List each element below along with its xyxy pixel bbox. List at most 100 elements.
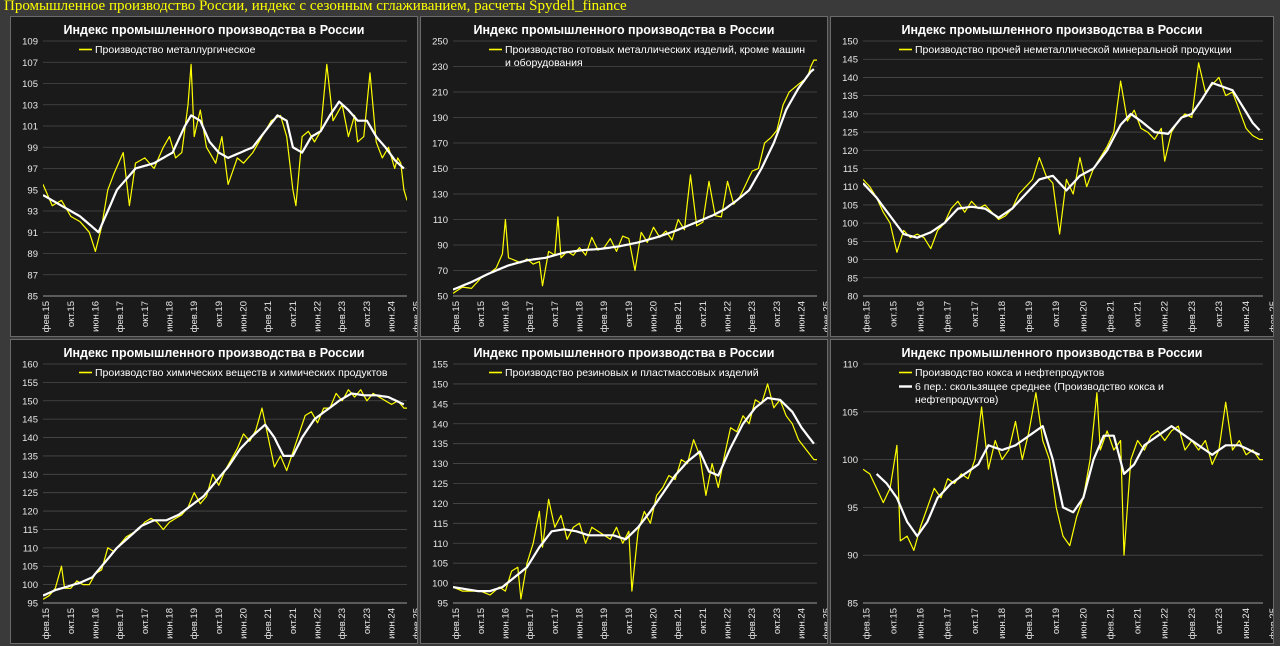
y-tick-label: 85	[847, 599, 858, 610]
x-tick-label: окт.21	[698, 301, 709, 327]
x-tick-label: июн.22	[723, 608, 734, 639]
chart-title: Индекс промышленного производства в Росс…	[902, 23, 1203, 37]
y-tick-label: 110	[433, 539, 448, 550]
y-tick-label: 95	[27, 185, 38, 196]
x-tick-label: фев.17	[943, 608, 954, 639]
y-tick-label: 70	[437, 266, 448, 277]
y-tick-label: 125	[22, 488, 38, 499]
x-tick-label: июн.18	[997, 301, 1008, 332]
x-tick-label: июн.24	[1241, 608, 1252, 639]
series-line-raw	[43, 63, 407, 252]
x-tick-label: фев.15	[41, 301, 52, 332]
x-tick-label: фев.23	[747, 608, 758, 639]
y-tick-label: 145	[842, 55, 858, 66]
y-tick-label: 109	[22, 37, 38, 48]
x-tick-label: фев.19	[1024, 608, 1035, 639]
x-tick-label: фев.23	[1187, 301, 1198, 332]
x-tick-label: июн.16	[916, 301, 927, 332]
x-tick-label: окт.15	[476, 301, 487, 327]
x-tick-label: июн.22	[1160, 301, 1171, 332]
chart-title: Индекс промышленного производства в Росс…	[902, 346, 1203, 360]
y-tick-label: 90	[437, 241, 448, 252]
y-tick-label: 87	[27, 270, 38, 281]
x-tick-label: июн.20	[1078, 301, 1089, 332]
x-tick-label: окт.15	[889, 608, 900, 634]
chart-panel-chemicals: Индекс промышленного производства в Росс…	[10, 339, 418, 644]
x-tick-label: фев.15	[451, 301, 462, 332]
y-tick-label: 89	[27, 249, 38, 260]
x-tick-label: фев.23	[747, 301, 758, 332]
x-tick-label: июн.18	[164, 608, 175, 639]
x-tick-label: июн.16	[90, 301, 101, 332]
x-tick-label: окт.23	[1214, 608, 1225, 634]
x-tick-label: фев.23	[1187, 608, 1198, 639]
chart-title: Индекс промышленного производства в Росс…	[64, 346, 365, 360]
x-tick-label: фев.19	[189, 608, 200, 639]
y-tick-label: 97	[27, 164, 38, 175]
legend-label: 6 пер.: скользящее среднее (Производство…	[915, 381, 1164, 406]
y-tick-label: 103	[22, 100, 38, 111]
x-tick-label: июн.20	[239, 608, 250, 639]
x-tick-label: окт.19	[1051, 301, 1062, 327]
x-tick-label: июн.20	[649, 608, 660, 639]
chart-svg: Индекс промышленного производства в Росс…	[22, 346, 417, 639]
x-tick-label: окт.15	[66, 301, 77, 327]
x-tick-label: фев.25	[821, 301, 827, 332]
x-tick-label: фев.21	[263, 608, 274, 639]
series-line-smoothed	[863, 81, 1261, 239]
y-tick-label: 80	[847, 292, 858, 303]
y-tick-label: 105	[22, 562, 38, 573]
x-tick-label: фев.21	[1105, 301, 1116, 332]
legend-label: Производство химических веществ и химиче…	[95, 367, 388, 379]
y-tick-label: 95	[437, 599, 448, 610]
y-tick-label: 130	[432, 459, 448, 470]
x-tick-label: окт.17	[550, 301, 561, 327]
y-tick-label: 85	[847, 273, 858, 284]
x-tick-label: фев.25	[411, 301, 417, 332]
y-tick-label: 130	[432, 190, 448, 201]
y-tick-label: 230	[432, 62, 448, 73]
chart-svg: Индекс промышленного производства в Росс…	[842, 23, 1273, 332]
chart-svg: Индекс промышленного производства в Росс…	[22, 23, 417, 332]
x-tick-label: фев.19	[1024, 301, 1035, 332]
x-tick-label: окт.19	[624, 301, 635, 327]
y-tick-label: 155	[432, 360, 448, 371]
y-tick-label: 150	[22, 396, 38, 407]
y-tick-label: 150	[432, 379, 448, 390]
series-line-smoothed	[43, 100, 405, 234]
y-tick-label: 115	[23, 525, 38, 536]
legend-label: Производство готовых металлических издел…	[505, 44, 805, 69]
x-tick-label: июн.20	[649, 301, 660, 332]
x-tick-label: фев.15	[41, 608, 52, 639]
y-tick-label: 100	[22, 580, 38, 591]
x-tick-label: фев.15	[451, 608, 462, 639]
y-tick-label: 170	[432, 139, 448, 150]
series-line-raw	[453, 383, 817, 600]
x-tick-label: фев.15	[861, 608, 872, 639]
y-tick-label: 115	[843, 164, 858, 175]
y-tick-label: 120	[22, 507, 38, 518]
x-tick-label: июн.20	[239, 301, 250, 332]
x-tick-label: окт.17	[140, 608, 151, 634]
y-tick-label: 110	[433, 215, 448, 226]
x-tick-label: фев.21	[673, 301, 684, 332]
y-tick-label: 110	[843, 360, 858, 371]
series-line-raw	[453, 59, 817, 294]
y-tick-label: 140	[432, 419, 448, 430]
y-tick-label: 100	[842, 455, 858, 466]
x-tick-label: фев.25	[821, 608, 827, 639]
x-tick-label: фев.19	[189, 301, 200, 332]
y-tick-label: 93	[27, 207, 38, 218]
x-tick-label: фев.15	[861, 301, 872, 332]
y-tick-label: 85	[27, 292, 38, 303]
x-tick-label: июн.18	[997, 608, 1008, 639]
y-tick-label: 99	[27, 143, 38, 154]
x-tick-label: окт.23	[362, 608, 373, 634]
x-tick-label: июн.24	[1241, 301, 1252, 332]
x-tick-label: июн.22	[1160, 608, 1171, 639]
series-line-raw	[43, 389, 407, 600]
series-line-smoothed	[453, 396, 815, 593]
x-tick-label: июн.24	[797, 608, 808, 639]
series-line-raw	[863, 392, 1263, 556]
x-tick-label: июн.22	[313, 301, 324, 332]
